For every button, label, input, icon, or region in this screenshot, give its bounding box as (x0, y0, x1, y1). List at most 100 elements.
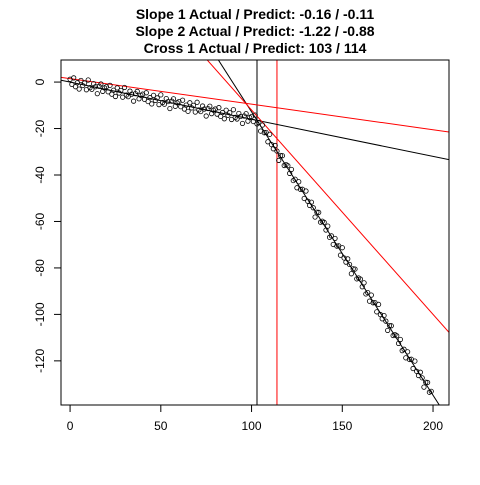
plot-frame (60, 59, 450, 406)
point (219, 109, 226, 116)
point (285, 163, 291, 169)
point (207, 103, 213, 109)
point (98, 81, 104, 87)
point (386, 322, 393, 329)
point (414, 368, 420, 374)
point (394, 333, 400, 339)
point (167, 105, 173, 112)
point (341, 255, 347, 261)
point (170, 96, 177, 102)
point (239, 120, 246, 127)
point (346, 261, 353, 268)
point (214, 111, 220, 117)
point (105, 89, 111, 95)
point (216, 105, 222, 111)
point (118, 87, 124, 94)
point (130, 98, 137, 104)
point (69, 81, 75, 87)
y-tick-label: 0 (33, 78, 47, 85)
point (76, 86, 82, 92)
x-tick-label: 0 (67, 419, 74, 433)
point (252, 112, 258, 118)
chart-title: Slope 1 Actual / Predict: -0.16 / -0.11 (136, 6, 375, 22)
point (357, 276, 364, 282)
point (243, 111, 249, 117)
point (368, 292, 374, 298)
point (265, 139, 271, 145)
point (89, 86, 95, 92)
point (423, 379, 429, 385)
point (276, 157, 282, 163)
fit-line (61, 76, 449, 133)
point (370, 300, 376, 306)
point (410, 365, 416, 372)
point (375, 301, 382, 308)
point (190, 102, 197, 108)
point (230, 107, 237, 113)
point (183, 102, 189, 108)
point (334, 243, 340, 249)
point (187, 100, 193, 106)
point (201, 106, 207, 112)
point (419, 375, 425, 381)
point (134, 88, 140, 94)
point (303, 188, 309, 194)
point (221, 116, 227, 122)
point (227, 110, 233, 116)
point (301, 195, 307, 202)
point (388, 323, 394, 329)
point (85, 77, 91, 83)
point (428, 388, 434, 394)
point (274, 148, 280, 154)
point (352, 266, 358, 272)
point (297, 186, 304, 193)
point (405, 349, 411, 355)
point (92, 84, 99, 90)
point (377, 312, 384, 318)
point (158, 92, 164, 98)
point (194, 99, 200, 105)
point (401, 346, 407, 352)
point (412, 358, 418, 364)
x-tick-label: 100 (242, 419, 262, 433)
point (383, 318, 389, 324)
point (316, 209, 322, 216)
point (71, 75, 77, 81)
point (179, 97, 186, 103)
point (147, 95, 153, 101)
point (256, 119, 262, 126)
chart-title: Cross 1 Actual / Predict: 103 / 114 (144, 40, 367, 56)
point (234, 116, 240, 122)
point (129, 91, 135, 97)
point (223, 107, 229, 113)
point (277, 152, 284, 159)
point (203, 113, 209, 119)
point (261, 130, 267, 136)
x-tick-label: 150 (332, 419, 352, 433)
point (250, 118, 256, 125)
point (111, 87, 117, 93)
point (259, 122, 266, 128)
point (345, 256, 351, 262)
point (74, 80, 80, 86)
x-tick-label: 50 (154, 419, 168, 433)
point (279, 153, 286, 159)
point (397, 336, 403, 343)
point (121, 84, 128, 91)
point (328, 233, 335, 239)
point (238, 113, 244, 120)
y-tick-label: -60 (33, 212, 47, 230)
point (348, 271, 354, 277)
point (308, 199, 315, 205)
point (325, 223, 331, 229)
point (312, 214, 318, 220)
point (150, 92, 157, 98)
point (337, 252, 344, 258)
point (406, 356, 413, 363)
point (107, 82, 113, 88)
point (417, 369, 423, 375)
point (305, 198, 311, 204)
y-tick-label: -100 (33, 302, 47, 326)
point (292, 176, 298, 182)
